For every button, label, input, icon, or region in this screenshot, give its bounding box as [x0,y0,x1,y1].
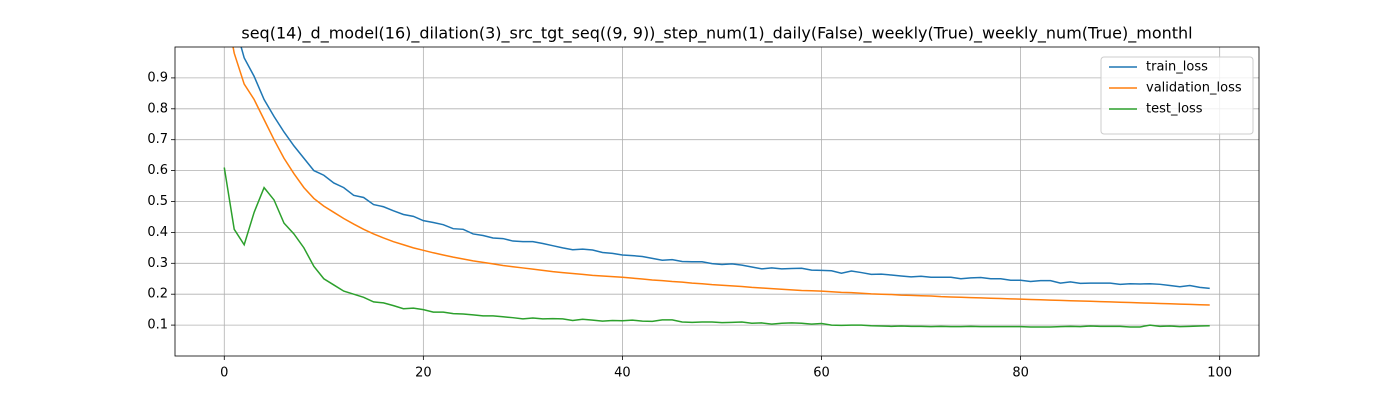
x-tick-label: 40 [614,366,631,381]
legend: train_loss validation_loss test_loss [1100,56,1254,135]
x-tick-label: 100 [1207,366,1232,381]
plot-area [223,47,1210,328]
y-tick-label: 0.5 [147,194,168,209]
data-line [240,47,1210,290]
y-tick-label: 0.4 [147,225,168,240]
y-tick-label: 0.8 [147,101,168,116]
legend-label: validation_loss [1146,81,1242,96]
y-tick-label: 0.3 [147,256,168,271]
x-tick-label: 80 [1012,366,1029,381]
data-line [223,167,1210,328]
y-tick-label: 0.9 [147,70,168,85]
chart-title: seq(14)_d_model(16)_dilation(3)_src_tgt_… [241,24,1192,44]
axes: 0 20 40 60 80 100 0.1 0.2 0.3 0.4 0.5 0.6 0.7 0.8 0.9 [147,70,1232,380]
legend-box [1100,56,1254,135]
x-tick-label: 20 [415,366,432,381]
y-tick-label: 0.6 [147,163,168,178]
x-tick-label: 60 [813,366,830,381]
legend-label: train_loss [1146,60,1208,75]
y-tick-label: 0.1 [147,318,168,333]
grid [175,47,1259,356]
data-line [232,47,1210,306]
x-tick-label: 0 [220,366,228,381]
legend-label: test_loss [1146,102,1203,117]
y-tick-label: 0.7 [147,132,168,147]
y-tick-label: 0.2 [147,287,168,302]
